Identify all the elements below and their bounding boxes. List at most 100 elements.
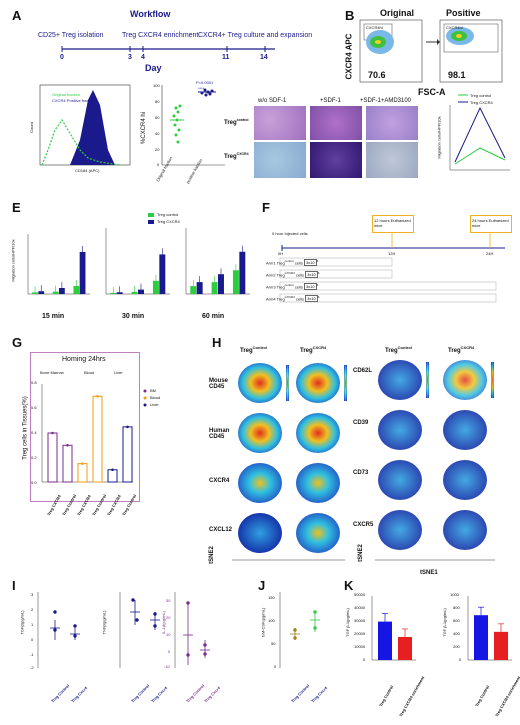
bar (218, 274, 224, 294)
histogram-plot (39, 84, 131, 166)
k-chart-b (467, 596, 512, 661)
panel-label-k: K (344, 578, 354, 593)
panel-label-g: G (12, 335, 23, 350)
g-ytick-0: 0.8 (31, 380, 37, 385)
i-ytick-a3: 0 (31, 637, 34, 642)
g-legend-blood: Blood (150, 395, 161, 400)
e-legend-marks (148, 213, 154, 224)
g-frame (30, 352, 140, 502)
f-tick-24h: 24H (486, 251, 494, 256)
h-marker-cd73: CD73 (353, 470, 369, 476)
i-ytick-a4: -1 (30, 652, 34, 657)
scatter-sig: **** (198, 86, 205, 91)
j-ytick-2: 50 (271, 641, 276, 646)
scatter-plot (161, 85, 225, 166)
tick-4: 4 (141, 54, 145, 61)
k-ytick-b4: 200 (453, 644, 460, 649)
cond-1: w/o SDF-1 (258, 98, 287, 104)
h-marker-cxcl12: CXCL12 (209, 527, 233, 533)
micro-img-5 (310, 142, 362, 178)
bar (138, 289, 144, 294)
tick-14: 14 (260, 54, 268, 61)
e-time-15: 15 min (42, 313, 65, 320)
workflow-step-3: CXCR4+ Treg culture and expansion (198, 32, 313, 39)
panel-label-j: J (258, 578, 266, 593)
workflow-step-1: CD25+ Treg isolation (38, 32, 104, 39)
point (81, 462, 84, 465)
bar (239, 251, 246, 294)
e-time-30: 30 min (122, 313, 145, 320)
g-group-liver: Liver (114, 370, 123, 375)
bar (79, 252, 86, 294)
flow-percent-positive: 98.1 (448, 70, 466, 80)
e-legend-cxcr4: Treg CXCR4 (157, 219, 180, 224)
e-chart-60min (185, 228, 250, 295)
point (51, 431, 54, 435)
flow-plots (359, 19, 503, 83)
cond-2: +SDF-1 (320, 98, 341, 104)
panel-label-i: I (12, 578, 16, 593)
k-ytick-a4: 10000 (354, 644, 366, 649)
hist-xlabel: CD184 (APC) (75, 168, 100, 173)
panel-label-h: H (212, 335, 222, 350)
h-col-1: TregControl (240, 345, 267, 354)
h-marker-cxcr5: CXCR5 (353, 522, 374, 528)
k-ytick-b3: 400 (453, 631, 460, 636)
hist-legend-1: Original fraction (52, 92, 81, 97)
e-chart-15min (27, 234, 90, 295)
bar (190, 286, 197, 294)
i-ytick-c0: 30 (166, 598, 171, 603)
gate-label-original: CXCR4hi (366, 25, 383, 30)
h-col-3: TregControl (385, 345, 412, 354)
point (96, 394, 99, 398)
bar (110, 292, 117, 294)
point (111, 468, 114, 472)
g-ytick-3: 0.2 (31, 455, 37, 460)
h-col-4: TregCXCR4 (448, 345, 475, 354)
i-ytick-a1: 2 (31, 607, 34, 612)
g-legend-bm: BM (150, 388, 156, 393)
hist-legend-2: CXCR4 Positive fraction (52, 98, 95, 103)
bar (59, 288, 65, 294)
f-box-12h: 12 hours Euthanized mice (372, 215, 414, 233)
i-ytick-a2: 1 (31, 622, 34, 627)
scatter-pval: P<0.0001 (196, 80, 214, 85)
b-legend-marks (458, 94, 468, 103)
scatter-ytick-100: 100 (153, 83, 160, 88)
k-ytick-a0: 50000 (354, 592, 366, 597)
b-legend-cxcr4: Treg CXCR4 (470, 100, 493, 105)
bar (116, 292, 123, 294)
micro-img-6 (366, 142, 418, 178)
bar (494, 631, 508, 660)
bar (52, 291, 59, 294)
workflow-title: Workflow (130, 9, 171, 19)
k-ylabel-a: TGF β-1(pg/mL) (344, 608, 350, 637)
tick-0: 0 (60, 54, 64, 61)
tick-11: 11 (222, 54, 230, 61)
flow-title-original: Original (380, 8, 415, 18)
scatter-ytick-20: 20 (155, 147, 160, 152)
bar (32, 292, 38, 294)
micro-img-4 (254, 142, 306, 178)
f-arm-1: Arm1 Tregcontrol cells 3x10 6 (266, 259, 319, 267)
i-ytick-a5: -2 (30, 665, 34, 670)
f-arm-2: Arm2 TregCXCR4 cells 3x10 6 (266, 271, 320, 279)
f-arm-3: Arm3 Tregcontrol cells 3x10 6 (266, 283, 319, 291)
bar (474, 615, 488, 660)
g-group-bm: Bone Marrow (40, 370, 64, 375)
scatter-ytick-80: 80 (155, 99, 160, 104)
bar (196, 282, 203, 294)
h-marker-cxcr4: CXCR4 (209, 478, 230, 484)
e-time-60: 60 min (202, 313, 225, 320)
gate-label-positive: CXCR4hi (446, 25, 463, 30)
b-line-chart (449, 105, 510, 171)
panel-label-e: E (12, 200, 21, 215)
g-legend-marks (143, 389, 147, 407)
point (126, 425, 129, 429)
flow-percent-original: 70.6 (368, 70, 386, 80)
scatter-ytick-0: 0 (157, 162, 160, 167)
f-tick-12h: 12H (388, 251, 396, 256)
